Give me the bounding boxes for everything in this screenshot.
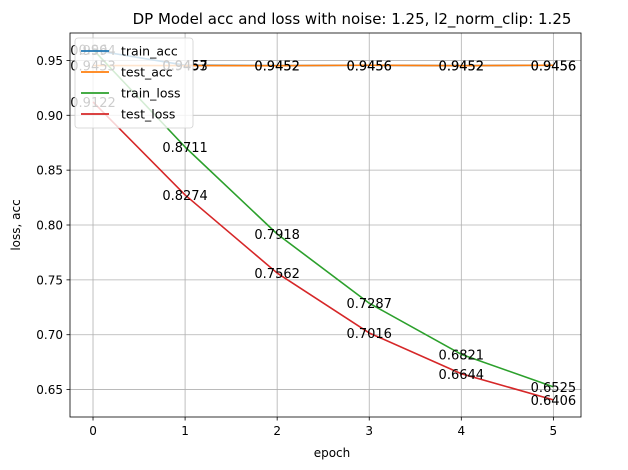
data-label-test_loss: 0.7562 [254, 267, 300, 282]
x-tick-label: 2 [273, 424, 281, 438]
data-label-test_loss: 0.7016 [346, 327, 392, 342]
data-label-test_acc: 0.9456 [531, 59, 577, 74]
data-label-train_acc: 0.9456 [346, 59, 392, 74]
data-label-test_acc: 0.9452 [439, 60, 485, 75]
data-label-train_acc: 0.9452 [254, 60, 300, 75]
x-tick-label: 4 [457, 424, 465, 438]
y-tick-label: 0.70 [36, 328, 63, 342]
data-label-test_loss: 0.6406 [531, 394, 577, 409]
data-label-train_loss: 0.6821 [439, 348, 485, 363]
y-tick-label: 0.85 [36, 164, 63, 178]
y-axis-label: loss, acc [9, 199, 23, 250]
data-label-train_loss: 0.7918 [254, 228, 300, 243]
legend-box [74, 37, 194, 129]
y-axis: 0.65 0.70 0.75 0.80 0.85 0.90 0.95 [36, 54, 70, 397]
data-label-train_acc: 0.9456 [531, 59, 577, 74]
data-label-test_acc: 0.9452 [254, 60, 300, 75]
series-line-train_loss [92, 48, 554, 388]
data-label-test_acc: 0.9456 [346, 59, 392, 74]
data-label-train_loss: 0.7287 [346, 297, 392, 312]
y-tick-label: 0.95 [36, 54, 63, 68]
x-axis-label: epoch [314, 446, 351, 460]
x-tick-label: 1 [181, 424, 189, 438]
legend-label-test_acc: test_acc [121, 65, 173, 80]
x-tick-label: 3 [365, 424, 373, 438]
y-tick-label: 0.65 [36, 383, 63, 397]
x-tick-label: 5 [550, 424, 558, 438]
chart-title: DP Model acc and loss with noise: 1.25, … [133, 10, 572, 29]
series-line-test_loss [92, 101, 554, 401]
data-label-train_acc: 0.9452 [439, 60, 485, 75]
data-label-train_loss: 0.8711 [162, 141, 208, 156]
y-tick-label: 0.75 [36, 273, 63, 287]
legend-label-train_acc: train_acc [121, 44, 178, 59]
legend-label-test_loss: test_loss [121, 107, 175, 122]
x-tick-label: 0 [89, 424, 97, 438]
data-label-train_loss: 0.6525 [531, 381, 577, 396]
data-label-test_loss: 0.6644 [439, 368, 485, 383]
x-axis: 0 1 2 3 4 5 [89, 417, 557, 438]
legend-label-train_loss: train_loss [121, 86, 181, 101]
data-label-test_loss: 0.8274 [162, 189, 208, 204]
y-tick-label: 0.80 [36, 219, 63, 233]
y-tick-label: 0.90 [36, 109, 63, 123]
legend: train_acc test_acc train_loss test_loss [74, 37, 194, 129]
